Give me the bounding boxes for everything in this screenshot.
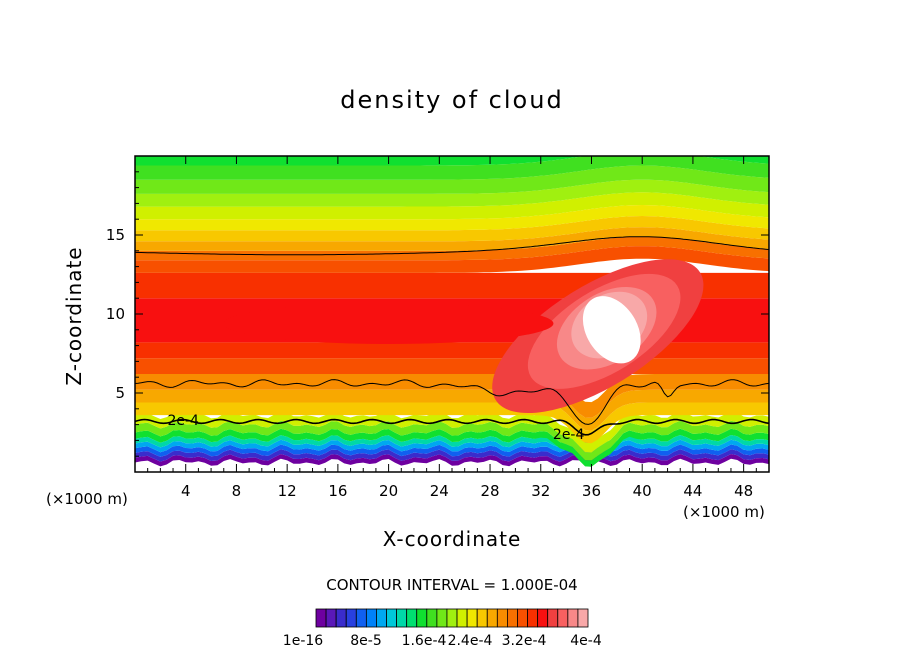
colorbar-swatch xyxy=(517,608,528,628)
contour-lines: 2e-4 2e-4 xyxy=(135,236,769,443)
x-tick-label: 44 xyxy=(683,482,703,500)
colorbar-swatch xyxy=(325,608,337,628)
chart-title: density of cloud xyxy=(340,86,564,114)
contour-line xyxy=(135,379,769,425)
y-tick-label: 10 xyxy=(105,305,125,323)
x-tick-label: 16 xyxy=(328,482,348,500)
field-band xyxy=(135,374,769,418)
field-band xyxy=(135,428,769,467)
field-band xyxy=(135,246,769,273)
colorbar-tick-label: 1e-16 xyxy=(282,633,324,649)
axis-ticks xyxy=(135,156,769,472)
field-band xyxy=(135,420,769,461)
field-band xyxy=(135,192,769,220)
colorbar-swatch xyxy=(527,608,539,628)
colorbar-swatch xyxy=(507,608,518,628)
colorbar-swatch xyxy=(436,608,448,628)
contour-line xyxy=(135,236,769,256)
colorbar-swatch xyxy=(426,608,438,628)
colorbar-swatch xyxy=(577,608,589,628)
colorbar-swatch xyxy=(386,608,397,628)
colorbar-tick-label: 2.4e-4 xyxy=(447,633,493,649)
contour-line xyxy=(135,418,769,436)
colorbar xyxy=(315,608,589,628)
contour-label: 2e-4 xyxy=(167,413,199,429)
colorbar-swatch xyxy=(557,608,569,628)
x-unit-label: (×1000 m) xyxy=(683,503,765,521)
colorbar-swatch xyxy=(396,608,408,628)
x-tick-label: 32 xyxy=(531,482,551,500)
colorbar-tick-label: 1.6e-4 xyxy=(401,633,447,649)
colorbar-swatch xyxy=(476,608,488,628)
field-band xyxy=(135,454,769,467)
colorbar-tick-label: 4e-4 xyxy=(570,633,602,649)
field-band xyxy=(135,216,769,242)
colorbar-swatch xyxy=(446,608,458,628)
field-band xyxy=(135,389,769,431)
contour-label: 2e-4 xyxy=(553,427,585,443)
x-tick-label: 8 xyxy=(231,482,242,500)
field-band xyxy=(135,165,769,194)
contour-interval-label: CONTOUR INTERVAL = 1.000E-04 xyxy=(326,576,578,594)
cloud-core-level xyxy=(582,296,641,364)
contour-field xyxy=(135,156,769,472)
colorbar-swatch xyxy=(345,608,357,628)
colorbar-swatch xyxy=(466,608,478,628)
x-tick-label: 20 xyxy=(379,482,399,500)
x-tick-label: 36 xyxy=(581,482,602,500)
y-unit-label: (×1000 m) xyxy=(46,490,128,508)
field-band xyxy=(135,156,769,180)
y-tick-label: 15 xyxy=(105,226,125,244)
field-band xyxy=(135,205,769,231)
field-band xyxy=(135,411,769,453)
x-tick-label: 24 xyxy=(429,482,449,500)
field-band xyxy=(135,342,769,359)
colorbar-swatch xyxy=(355,608,367,628)
field-band xyxy=(135,179,769,207)
x-axis-label: X-coordinate xyxy=(382,527,522,551)
colorbar-swatch xyxy=(486,608,498,628)
x-tick-label: 4 xyxy=(180,482,191,500)
field-band xyxy=(135,227,769,251)
colorbar-swatch xyxy=(567,608,579,628)
cloud-plateau xyxy=(223,302,554,345)
y-axis-label: Z-coordinate xyxy=(62,246,86,386)
colorbar-swatch xyxy=(376,608,387,628)
x-tick-label: 48 xyxy=(734,482,754,500)
x-tick-label: 40 xyxy=(632,482,652,500)
field-band xyxy=(135,156,769,166)
x-tick-label: 28 xyxy=(480,482,500,500)
colorbar-tick-label: 3.2e-4 xyxy=(501,633,547,649)
colorbar-swatch xyxy=(335,608,347,628)
colorbar-swatch xyxy=(365,608,377,628)
field-band xyxy=(135,449,769,462)
field-band xyxy=(135,358,769,374)
colorbar-swatch xyxy=(547,608,559,628)
field-band xyxy=(135,402,769,444)
colorbar-swatch xyxy=(416,608,428,628)
colorbar-swatch xyxy=(456,608,468,628)
y-tick-label: 5 xyxy=(115,384,125,402)
colorbar-swatch xyxy=(537,608,549,628)
colorbar-swatch xyxy=(315,608,327,628)
colorbar-tick-label: 8e-5 xyxy=(350,633,382,649)
x-tick-label: 12 xyxy=(277,482,297,500)
colorbar-swatch xyxy=(406,608,418,628)
colorbar-swatch xyxy=(496,608,508,628)
